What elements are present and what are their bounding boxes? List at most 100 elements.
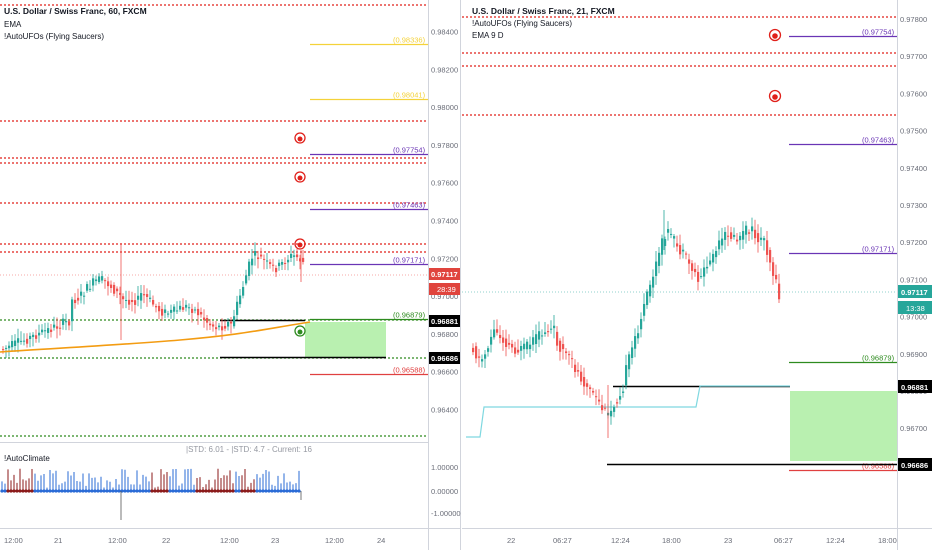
ufo-signal-icon: [768, 28, 782, 42]
left-climate-dot: [123, 489, 127, 493]
right-time-tick: 18:00: [878, 536, 897, 545]
right-price-tick: 0.97000: [900, 313, 927, 322]
right-candle-body: [709, 260, 712, 265]
left-candle-body: [176, 310, 179, 312]
ufo-signal-icon: [294, 132, 306, 144]
right-time-tick: 12:24: [826, 536, 845, 545]
left-candle-body: [278, 262, 281, 267]
ufo-signal-icon-core: [297, 242, 303, 248]
right-candle-body: [673, 236, 676, 239]
left-climate-dot: [57, 489, 61, 493]
right-candle-body: [766, 240, 769, 255]
left-climate-dot: [153, 489, 157, 493]
left-candle-body: [104, 280, 107, 282]
right-candle-body: [598, 399, 601, 402]
left-climate-dot: [294, 489, 298, 493]
right-candle-body: [694, 268, 697, 273]
left-climate-dot: [30, 489, 34, 493]
left-candle-body: [263, 258, 266, 260]
left-candle-body: [197, 308, 200, 316]
right-black-level-badge: [898, 458, 932, 471]
left-climate-dot: [219, 489, 223, 493]
left-climate-dot: [204, 489, 208, 493]
left-climate-dot: [45, 489, 49, 493]
left-candle-body: [44, 330, 47, 332]
left-candle-body: [80, 291, 83, 296]
right-candle-body: [565, 351, 568, 354]
right-symbol-title[interactable]: U.S. Dollar / Swiss Franc, 21, FXCM: [472, 6, 615, 16]
left-indicator-ufos[interactable]: !AutoUFOs (Flying Saucers): [4, 32, 105, 41]
right-candle-body: [604, 407, 607, 409]
right-candle-body: [742, 231, 745, 240]
right-price-tick: 0.97100: [900, 275, 927, 284]
left-climate-dot: [33, 489, 37, 493]
left-climate-dot: [102, 489, 106, 493]
right-indicator-ufos[interactable]: !AutoUFOs (Flying Saucers): [472, 19, 573, 28]
left-climate-dot: [201, 489, 205, 493]
left-symbol-title[interactable]: U.S. Dollar / Swiss Franc, 60, FXCM: [4, 6, 147, 16]
left-target-zone: [305, 322, 386, 357]
right-candle-body: [526, 341, 529, 350]
left-climate-dot: [168, 489, 172, 493]
left-climate-dot: [267, 489, 271, 493]
left-candle-body: [38, 332, 41, 336]
left-candle-body: [212, 324, 215, 327]
right-candle-body: [475, 346, 478, 359]
left-candle-body: [35, 335, 38, 339]
left-climate-dot: [144, 489, 148, 493]
left-climate-dot: [171, 489, 175, 493]
left-climate-dot: [81, 489, 85, 493]
left-candle-body: [83, 295, 86, 297]
left-climate-dot: [165, 489, 169, 493]
right-candle-body: [487, 348, 490, 352]
left-black-level-badge: [429, 352, 460, 364]
left-climate-dot: [228, 489, 232, 493]
right-target-level-label: (0.97463): [862, 136, 895, 145]
right-candle-body: [748, 232, 751, 234]
left-candle-body: [257, 257, 260, 260]
right-candle-body: [706, 266, 709, 269]
left-climate-dot: [12, 489, 16, 493]
left-candle-body: [170, 309, 173, 313]
left-climate-dot: [240, 489, 244, 493]
right-candle-body: [523, 343, 526, 350]
left-time-tick: 22: [162, 536, 170, 545]
right-candle-body: [622, 391, 625, 393]
left-time-tick: 12:00: [4, 536, 23, 545]
left-target-level-label: (0.96879): [393, 311, 426, 320]
left-candle-body: [125, 299, 128, 301]
right-last-price-badge: [898, 285, 932, 298]
left-climate-dot: [87, 489, 91, 493]
right-indicator-ema9d[interactable]: EMA 9 D: [472, 31, 504, 40]
left-climate-dot: [42, 489, 46, 493]
left-time-tick: 24: [377, 536, 385, 545]
right-candle-body: [532, 337, 535, 345]
left-candle-body: [275, 267, 278, 273]
left-climate-dot: [210, 489, 214, 493]
right-candle-body: [574, 364, 577, 372]
right-time-tick: 23: [724, 536, 732, 545]
left-climate-dot: [105, 489, 109, 493]
left-last-price-value: 0.97117: [431, 270, 458, 279]
left-last-price-badge: [429, 268, 460, 280]
left-climate-dot: [117, 489, 121, 493]
left-candle-body: [89, 288, 92, 290]
right-black-level-badge: [898, 380, 932, 393]
left-candle-body: [2, 349, 5, 351]
left-climate-dot: [249, 489, 253, 493]
left-price-tick: 0.96800: [431, 330, 458, 339]
left-price-tick: 0.96600: [431, 368, 458, 377]
left-candle-body: [17, 338, 20, 343]
left-price-tick: 0.97000: [431, 292, 458, 301]
right-candle-body: [514, 347, 517, 354]
left-candle-body: [215, 327, 218, 330]
right-price-tick: 0.97600: [900, 89, 927, 98]
left-climate-dot: [198, 489, 202, 493]
left-sub-indicator-title[interactable]: !AutoClimate: [4, 454, 50, 463]
left-indicator-ema[interactable]: EMA: [4, 20, 22, 29]
right-candle-body: [736, 239, 739, 242]
left-climate-dot: [36, 489, 40, 493]
right-candle-body: [676, 243, 679, 247]
left-climate-dot: [273, 489, 277, 493]
